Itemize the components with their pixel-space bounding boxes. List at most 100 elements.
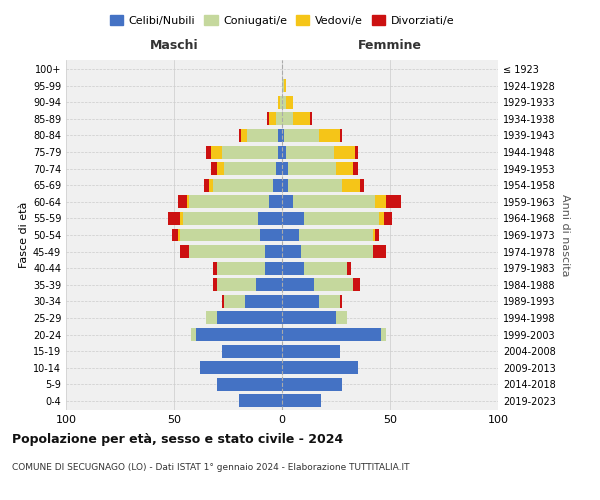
- Text: Maschi: Maschi: [149, 38, 199, 52]
- Text: Popolazione per età, sesso e stato civile - 2024: Popolazione per età, sesso e stato civil…: [12, 432, 343, 446]
- Bar: [213, 262, 217, 274]
- Bar: [239, 129, 241, 142]
- Text: Femmine: Femmine: [358, 38, 422, 52]
- Bar: [265, 262, 282, 274]
- Bar: [181, 212, 182, 225]
- Bar: [224, 295, 245, 308]
- Bar: [282, 328, 382, 341]
- Bar: [334, 146, 355, 158]
- Bar: [336, 162, 353, 175]
- Bar: [211, 162, 217, 175]
- Bar: [280, 96, 282, 109]
- Bar: [217, 262, 265, 274]
- Bar: [172, 228, 178, 241]
- Bar: [282, 344, 340, 358]
- Bar: [245, 295, 282, 308]
- Bar: [204, 179, 209, 192]
- Bar: [386, 196, 401, 208]
- Bar: [304, 262, 347, 274]
- Bar: [221, 344, 282, 358]
- Bar: [239, 394, 282, 407]
- Bar: [340, 295, 343, 308]
- Bar: [286, 146, 334, 158]
- Bar: [187, 196, 189, 208]
- Bar: [289, 179, 343, 192]
- Bar: [241, 129, 247, 142]
- Bar: [284, 79, 286, 92]
- Bar: [360, 179, 364, 192]
- Bar: [336, 312, 347, 324]
- Bar: [282, 129, 284, 142]
- Bar: [375, 196, 386, 208]
- Bar: [224, 162, 275, 175]
- Legend: Celibi/Nubili, Coniugati/e, Vedovi/e, Divorziati/e: Celibi/Nubili, Coniugati/e, Vedovi/e, Di…: [106, 10, 458, 30]
- Bar: [382, 328, 386, 341]
- Bar: [301, 245, 373, 258]
- Bar: [178, 196, 187, 208]
- Y-axis label: Anni di nascita: Anni di nascita: [560, 194, 570, 276]
- Bar: [278, 96, 280, 109]
- Bar: [181, 245, 189, 258]
- Bar: [282, 179, 289, 192]
- Bar: [282, 361, 358, 374]
- Bar: [247, 129, 278, 142]
- Bar: [275, 112, 282, 126]
- Bar: [189, 196, 269, 208]
- Bar: [206, 146, 211, 158]
- Bar: [206, 312, 217, 324]
- Bar: [286, 96, 293, 109]
- Bar: [282, 79, 284, 92]
- Bar: [284, 129, 319, 142]
- Bar: [265, 245, 282, 258]
- Bar: [213, 278, 217, 291]
- Bar: [340, 129, 343, 142]
- Bar: [217, 312, 282, 324]
- Bar: [278, 146, 282, 158]
- Bar: [355, 146, 358, 158]
- Bar: [256, 278, 282, 291]
- Bar: [217, 278, 256, 291]
- Bar: [269, 196, 282, 208]
- Bar: [282, 146, 286, 158]
- Bar: [343, 179, 360, 192]
- Bar: [178, 228, 181, 241]
- Bar: [196, 328, 282, 341]
- Bar: [375, 228, 379, 241]
- Bar: [278, 129, 282, 142]
- Bar: [260, 228, 282, 241]
- Bar: [275, 162, 282, 175]
- Bar: [182, 212, 258, 225]
- Bar: [217, 162, 224, 175]
- Bar: [269, 112, 275, 126]
- Bar: [282, 112, 293, 126]
- Bar: [213, 179, 274, 192]
- Bar: [353, 278, 360, 291]
- Text: COMUNE DI SECUGNAGO (LO) - Dati ISTAT 1° gennaio 2024 - Elaborazione TUTTITALIA.: COMUNE DI SECUGNAGO (LO) - Dati ISTAT 1°…: [12, 462, 409, 471]
- Bar: [314, 278, 353, 291]
- Bar: [299, 228, 373, 241]
- Bar: [282, 245, 301, 258]
- Bar: [347, 262, 351, 274]
- Bar: [209, 179, 213, 192]
- Bar: [282, 228, 299, 241]
- Bar: [282, 212, 304, 225]
- Bar: [181, 228, 260, 241]
- Y-axis label: Fasce di età: Fasce di età: [19, 202, 29, 268]
- Bar: [289, 162, 336, 175]
- Bar: [282, 378, 343, 391]
- Bar: [282, 394, 321, 407]
- Bar: [221, 295, 224, 308]
- Bar: [211, 146, 221, 158]
- Bar: [282, 295, 319, 308]
- Bar: [379, 212, 383, 225]
- Bar: [373, 245, 386, 258]
- Bar: [191, 328, 196, 341]
- Bar: [217, 378, 282, 391]
- Bar: [383, 212, 392, 225]
- Bar: [319, 295, 340, 308]
- Bar: [200, 361, 282, 374]
- Bar: [189, 245, 265, 258]
- Bar: [167, 212, 181, 225]
- Bar: [267, 112, 269, 126]
- Bar: [274, 179, 282, 192]
